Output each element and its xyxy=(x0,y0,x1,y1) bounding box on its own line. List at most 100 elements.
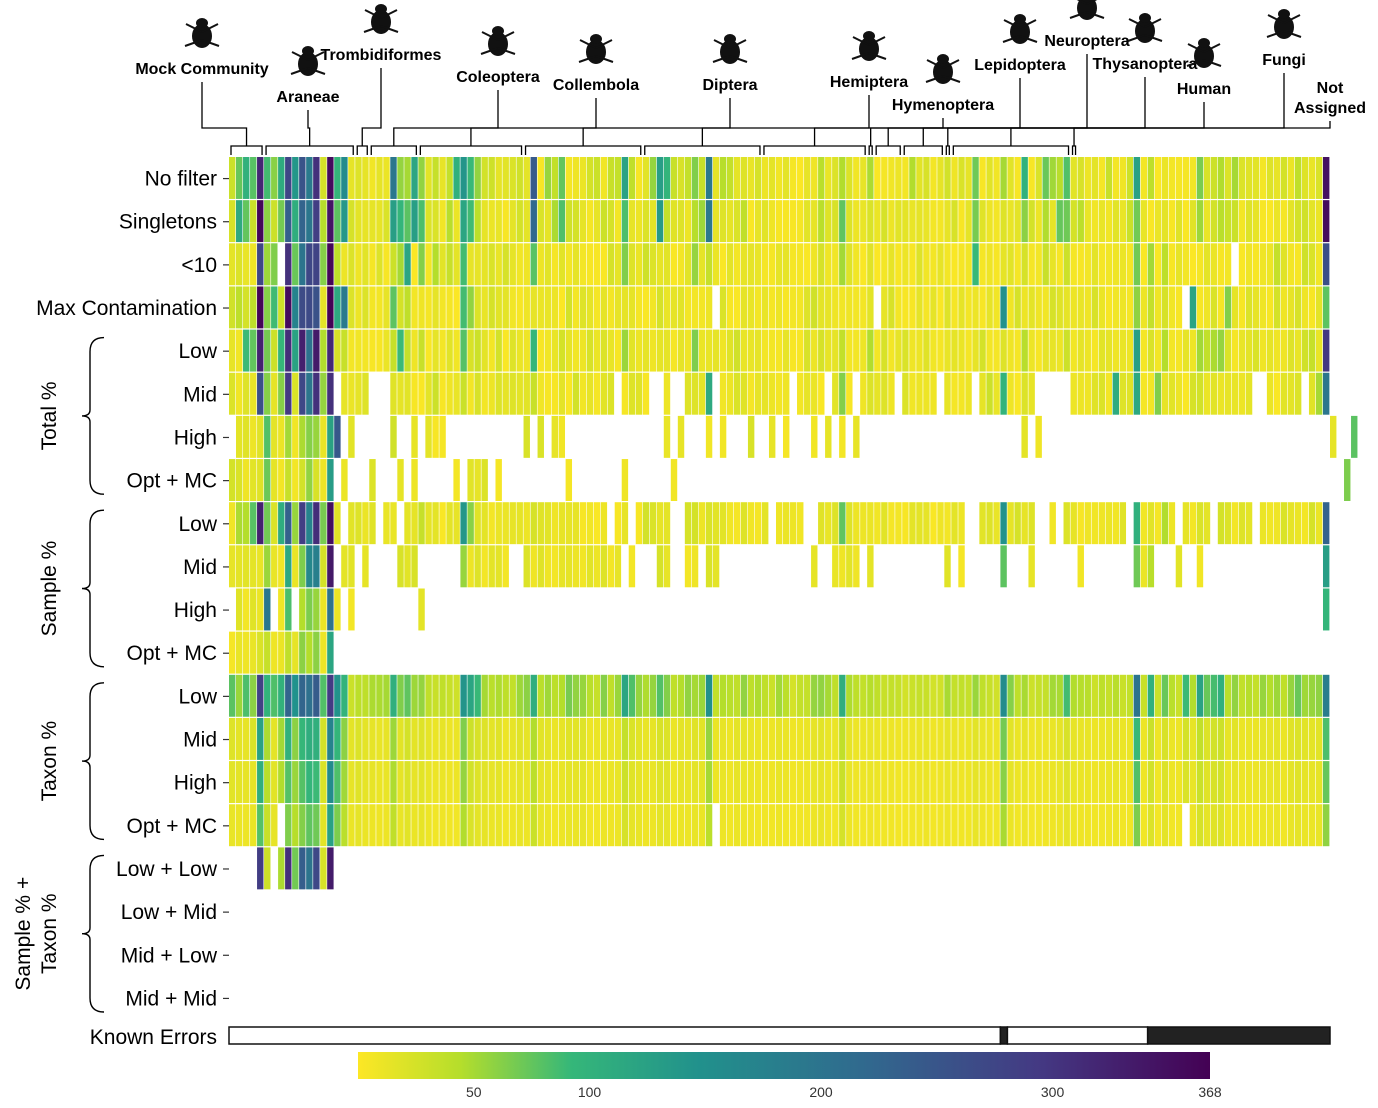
heatmap-cell xyxy=(986,804,993,847)
heatmap-cell xyxy=(1189,502,1197,545)
heatmap-cell xyxy=(1175,243,1183,286)
heatmap-cell xyxy=(1056,200,1063,243)
heatmap-cell xyxy=(369,674,376,717)
heatmap-cell xyxy=(1203,502,1211,545)
heatmap-cell xyxy=(593,804,601,847)
heatmap-cell xyxy=(453,804,460,847)
heatmap-cell xyxy=(825,157,832,199)
heatmap-cell xyxy=(551,286,558,329)
heatmap-cell xyxy=(257,459,264,501)
heatmap-cell xyxy=(1098,502,1105,545)
heatmap-cell xyxy=(313,847,320,890)
heatmap-cell xyxy=(313,717,320,760)
heatmap-cell xyxy=(1070,717,1077,760)
heatmap-cell xyxy=(1021,200,1028,243)
heatmap-cell xyxy=(719,502,727,545)
heatmap-cell xyxy=(502,243,509,286)
heatmap-cell xyxy=(733,372,741,415)
heatmap-cell xyxy=(768,372,776,415)
heatmap-cell xyxy=(972,243,979,286)
heatmap-cell xyxy=(705,243,713,286)
heatmap-cell xyxy=(902,804,909,847)
heatmap-cell xyxy=(390,157,397,199)
heatmap-cell xyxy=(839,545,846,588)
heatmap-cell xyxy=(670,286,678,329)
heatmap-cell xyxy=(306,588,313,631)
heatmap-cell xyxy=(530,200,537,243)
heatmap-cell xyxy=(670,243,678,286)
heatmap-cell xyxy=(1196,502,1204,545)
heatmap-cell xyxy=(951,804,958,847)
heatmap-cell xyxy=(621,372,629,415)
heatmap-cell xyxy=(1245,717,1253,760)
heatmap-cell xyxy=(446,804,453,847)
heatmap-cell xyxy=(958,674,965,717)
heatmap-cell xyxy=(783,372,790,415)
heatmap-cell xyxy=(558,674,566,717)
heatmap-cell xyxy=(1084,157,1091,199)
heatmap-cell xyxy=(516,372,523,415)
heatmap-cell xyxy=(839,243,846,286)
heatmap-cell xyxy=(754,200,762,243)
heatmap-cell xyxy=(278,329,285,372)
heatmap-cell xyxy=(1021,804,1028,847)
heatmap-cell xyxy=(530,545,537,588)
heatmap-cell xyxy=(1014,286,1021,329)
heatmap-cell xyxy=(867,674,874,717)
heatmap-cell xyxy=(586,286,594,329)
heatmap-cell xyxy=(790,329,797,372)
heatmap-cell xyxy=(902,717,909,760)
heatmap-cell xyxy=(432,717,439,760)
heatmap-cell xyxy=(572,761,580,804)
row-label: Low xyxy=(178,685,217,708)
heatmap-cell xyxy=(229,329,236,372)
heatmap-cell xyxy=(1091,372,1098,415)
heatmap-cell xyxy=(285,588,292,631)
heatmap-cell xyxy=(726,329,734,372)
heatmap-cell xyxy=(804,243,811,286)
heatmap-cell xyxy=(229,545,236,588)
heatmap-cell xyxy=(853,545,860,588)
heatmap-cell xyxy=(628,329,636,372)
heatmap-cell xyxy=(1245,329,1253,372)
heatmap-cell xyxy=(362,372,369,415)
heatmap-cell xyxy=(832,329,839,372)
heatmap-cell xyxy=(1266,200,1274,243)
heatmap-cell xyxy=(628,761,636,804)
heatmap-cell xyxy=(565,157,573,199)
heatmap-cell xyxy=(832,717,839,760)
heatmap-cell xyxy=(1280,372,1288,415)
heatmap-cell xyxy=(1070,674,1077,717)
heatmap-cell xyxy=(1119,329,1127,372)
heatmap-cell xyxy=(1070,157,1077,199)
heatmap-cell xyxy=(278,847,285,890)
heatmap-cell xyxy=(1084,200,1091,243)
heatmap-cell xyxy=(614,286,622,329)
heatmap-cell xyxy=(986,761,993,804)
heatmap-cell xyxy=(944,329,951,372)
heatmap-cell xyxy=(698,804,706,847)
heatmap-cell xyxy=(1126,717,1134,760)
heatmap-cell xyxy=(565,674,573,717)
heatmap-cell xyxy=(754,717,762,760)
heatmap-cell xyxy=(1238,717,1246,760)
heatmap-cell xyxy=(397,372,404,415)
heatmap-cell xyxy=(916,157,923,199)
heatmap-cell xyxy=(733,502,741,545)
heatmap-cell xyxy=(1119,717,1127,760)
heatmap-cell xyxy=(355,761,362,804)
heatmap-cell xyxy=(860,243,867,286)
heatmap-cell xyxy=(839,804,846,847)
heatmap-cell xyxy=(600,372,608,415)
heatmap-cell xyxy=(881,286,888,329)
person-icon xyxy=(1186,38,1222,68)
taxon-label: Fungi xyxy=(1262,52,1306,69)
heatmap-cell xyxy=(937,674,944,717)
row-group-label: Taxon % xyxy=(38,893,61,974)
heatmap-cell xyxy=(439,674,446,717)
heatmap-cell xyxy=(1203,200,1211,243)
heatmap-cell xyxy=(881,502,888,545)
heatmap-cell xyxy=(355,674,362,717)
heatmap-cell xyxy=(474,804,481,847)
heatmap-cell xyxy=(719,200,727,243)
